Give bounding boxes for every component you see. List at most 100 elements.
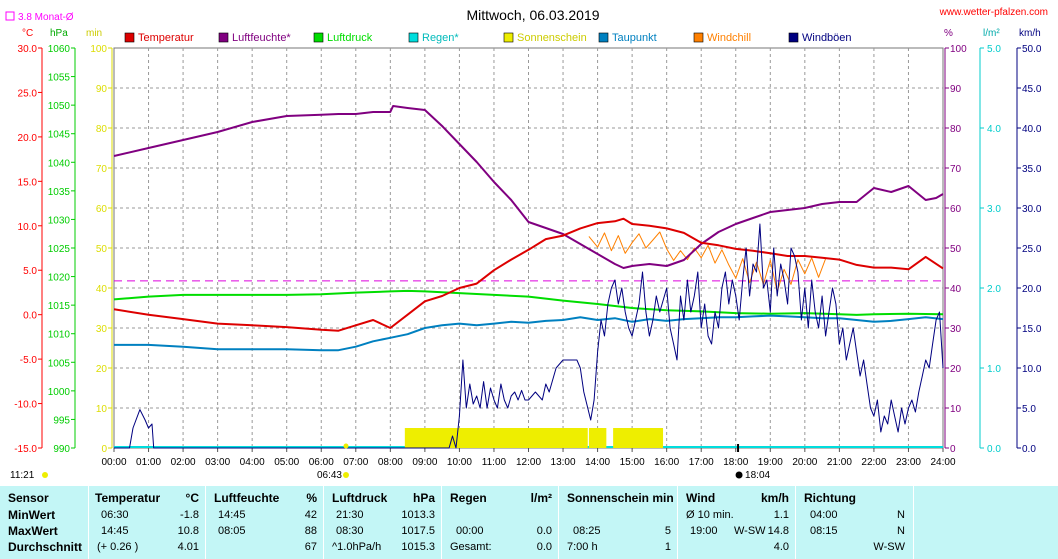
axis-pressure-tick-label: 1005 <box>48 358 71 369</box>
x-tick-label: 16:00 <box>654 457 679 468</box>
temp-avg-trend: (+ 0.26 ) <box>97 541 139 553</box>
summary-col-rain: Regen l/m² 00:00 0.0 Gesamt: 0.0 <box>441 486 558 559</box>
series-line-taupunkt <box>114 314 944 352</box>
axis-humidity-tick-label: 100 <box>950 44 967 55</box>
temp-max-time: 14:45 <box>101 525 129 537</box>
axis-pressure-tick-label: 1030 <box>48 215 71 226</box>
x-tick-label: 08:00 <box>378 457 403 468</box>
axis-temp-tick-label: -5.0 <box>20 355 38 366</box>
pressure-max-value: 1017.5 <box>401 525 435 537</box>
header-humidity: Luftfeuchte <box>214 491 280 505</box>
row-label-max: MaxWert <box>8 524 58 538</box>
wind-min-label: Ø 10 min. <box>686 509 734 521</box>
wind-max-time: 19:00 <box>690 525 718 537</box>
series-line-luftdruck <box>113 289 944 316</box>
direction-max-value: N <box>897 525 905 537</box>
axis-wind-tick-label: 50.0 <box>1022 44 1042 55</box>
axis-humidity-tick-label: 80 <box>950 124 962 135</box>
axis-temp-tick-label: 0.0 <box>23 311 37 322</box>
rain-total-label: Gesamt: <box>450 541 492 553</box>
sunrise-time: 06:43 <box>317 470 342 481</box>
summary-col-sensor: Sensor MinWert MaxWert Durchschnitt <box>0 486 88 559</box>
axis-pressure-tick-label: 1050 <box>48 101 71 112</box>
site-url: www.wetter-pfalzen.com <box>939 7 1048 18</box>
legend-label-6: Windchill <box>707 32 751 44</box>
axis-wind-tick-label: 25.0 <box>1022 244 1042 255</box>
rain-max-time: 00:00 <box>456 525 484 537</box>
axis-wind-tick-label: 35.0 <box>1022 164 1042 175</box>
pressure-avg-value: 1015.3 <box>401 541 435 553</box>
legend: Temperatur Luftfeuchte* Luftdruck Regen* Son… <box>124 32 852 44</box>
x-tick-label: 01:00 <box>136 457 161 468</box>
temp-min-time: 06:30 <box>101 509 129 521</box>
axis-pressure-tick-label: 1025 <box>48 244 71 255</box>
x-tick-label: 06:00 <box>309 457 334 468</box>
x-tick-label: 14:00 <box>585 457 610 468</box>
axis-humidity-tick-label: 50 <box>950 244 962 255</box>
axis-wind-tick-label: 10.0 <box>1022 364 1042 375</box>
sunrise-icon <box>343 443 349 449</box>
x-tick-label: 12:00 <box>516 457 541 468</box>
x-tick-label: 15:00 <box>620 457 645 468</box>
summary-table: Sensor MinWert MaxWert Durchschnitt Temp… <box>0 486 1058 559</box>
series-line-windchill <box>588 231 827 293</box>
x-tick-label: 11:00 <box>482 457 507 468</box>
pressure-trend: ^1.0hPa/h <box>332 541 382 553</box>
temp-min-value: -1.8 <box>180 509 199 521</box>
summary-col-temp: Temperatur °C 06:30 -1.8 14:45 10.8 (+ 0… <box>88 486 205 559</box>
wind-max-direction: W-SW <box>734 525 766 537</box>
x-tick-label: 07:00 <box>343 457 368 468</box>
row-label-min: MinWert <box>8 508 56 522</box>
axis-wind-tick-label: 15.0 <box>1022 324 1042 335</box>
axis-sunshine-tick-label: 50 <box>96 244 108 255</box>
axis-wind-tick-label: 30.0 <box>1022 204 1042 215</box>
axis-rain-tick-label: 1.0 <box>987 364 1001 375</box>
summary-col-wind: Wind km/h Ø 10 min. 1.1 19:00 W-SW 14.8 … <box>677 486 795 559</box>
humidity-min-value: 42 <box>304 509 317 521</box>
wind-avg-value: 4.0 <box>773 541 789 553</box>
x-tick-label: 04:00 <box>240 457 265 468</box>
header-wind: Wind <box>686 491 716 505</box>
axis-humidity-tick-label: 90 <box>950 84 962 95</box>
x-tick-label: 18:00 <box>723 457 748 468</box>
x-tick-label: 22:00 <box>861 457 886 468</box>
unit-label-humidity: % <box>944 28 953 39</box>
x-tick-label: 00:00 <box>101 457 126 468</box>
axis-pressure-tick-label: 1020 <box>48 273 71 284</box>
x-tick-label: 09:00 <box>412 457 437 468</box>
axis-pressure-tick-label: 1015 <box>48 301 71 312</box>
axis-wind-tick-label: 5.0 <box>1022 404 1036 415</box>
wind-min-value: 1.1 <box>773 509 789 521</box>
axis-sunshine-tick-label: 10 <box>96 404 108 415</box>
legend-swatch-4 <box>503 32 514 43</box>
axis-temp-tick-label: 5.0 <box>23 266 37 277</box>
wind-max-value: 14.8 <box>767 525 789 537</box>
axis-temp-tick-label: 30.0 <box>18 44 38 55</box>
axis-wind-tick-label: 45.0 <box>1022 84 1042 95</box>
summary-col-direction: Richtung 04:00 N 08:15 N W-SW <box>795 486 913 559</box>
x-tick-label: 10:00 <box>447 457 472 468</box>
legend-label-4: Sonnenschein <box>517 32 587 44</box>
moon-icon <box>42 472 48 478</box>
direction-min-time: 04:00 <box>810 509 838 521</box>
legend-swatch-0 <box>124 32 135 43</box>
legend-swatch-5 <box>598 32 609 43</box>
sunshine-max-value: 5 <box>664 525 671 537</box>
axis-wind-tick-label: 40.0 <box>1022 124 1042 135</box>
axis-sunshine-tick-label: 40 <box>96 284 108 295</box>
axis-temp-tick-label: 15.0 <box>18 177 38 188</box>
humidity-avg-value: 67 <box>304 541 317 553</box>
legend-label-2: Luftdruck <box>327 32 373 44</box>
pressure-max-time: 08:30 <box>336 525 364 537</box>
sunshine-bar <box>584 428 588 448</box>
axis-pressure-tick-label: 995 <box>53 415 70 426</box>
axis-pressure-tick-label: 990 <box>53 444 70 455</box>
summary-col-humidity: Luftfeuchte % 14:45 42 08:05 88 67 <box>205 486 323 559</box>
sunshine-bar <box>603 428 607 448</box>
time-markers: 06:43 18:04 11:21 <box>10 443 771 481</box>
sunshine-bars <box>404 428 664 448</box>
axis-temp-tick-label: -15.0 <box>14 444 37 455</box>
axis-sunshine-tick-label: 70 <box>96 164 108 175</box>
series-line-temperatur <box>113 217 944 332</box>
axis-temp-tick-label: 10.0 <box>18 222 38 233</box>
